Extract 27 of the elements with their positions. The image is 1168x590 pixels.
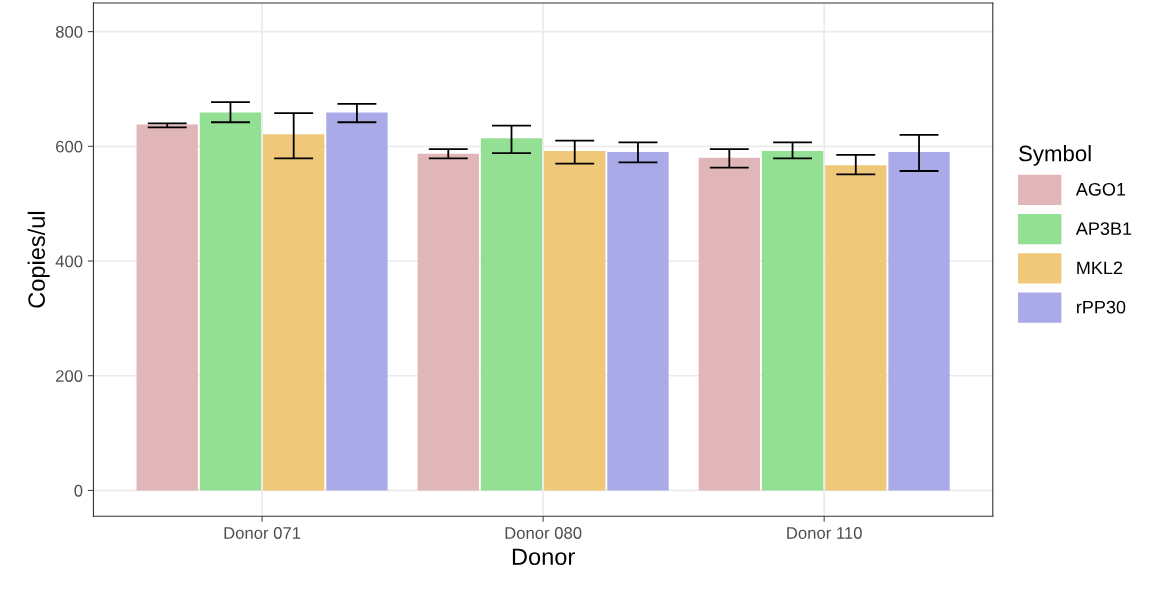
x-tick-label: Donor 071 <box>224 527 301 539</box>
bar <box>544 150 606 491</box>
bar <box>263 134 325 491</box>
legend-label: MKL2 <box>1077 261 1123 275</box>
x-tick-label: Donor 080 <box>505 527 582 539</box>
bar <box>199 112 262 491</box>
x-tick-label: Donor 110 <box>787 527 862 539</box>
bar <box>136 124 198 491</box>
y-tick-label: 600 <box>56 140 83 153</box>
bar <box>326 112 388 491</box>
bar <box>607 152 669 491</box>
bar <box>761 150 824 491</box>
bar <box>480 138 543 491</box>
y-tick-label: 400 <box>55 255 83 268</box>
y-tick-label: 200 <box>56 370 83 382</box>
y-tick-label: 0 <box>74 484 83 497</box>
y-axis-title: Copies/ul <box>27 211 50 308</box>
bar <box>888 152 950 491</box>
bar <box>417 153 479 491</box>
legend-label: AP3B1 <box>1075 222 1132 235</box>
bar <box>825 165 887 491</box>
legend-label: rPP30 <box>1077 300 1126 314</box>
legend-label: AGO1 <box>1075 182 1126 196</box>
legend-title: Symbol <box>1019 145 1091 166</box>
y-tick-label: 800 <box>55 26 83 38</box>
bar <box>698 157 760 491</box>
x-axis-title: Donor <box>512 548 575 566</box>
